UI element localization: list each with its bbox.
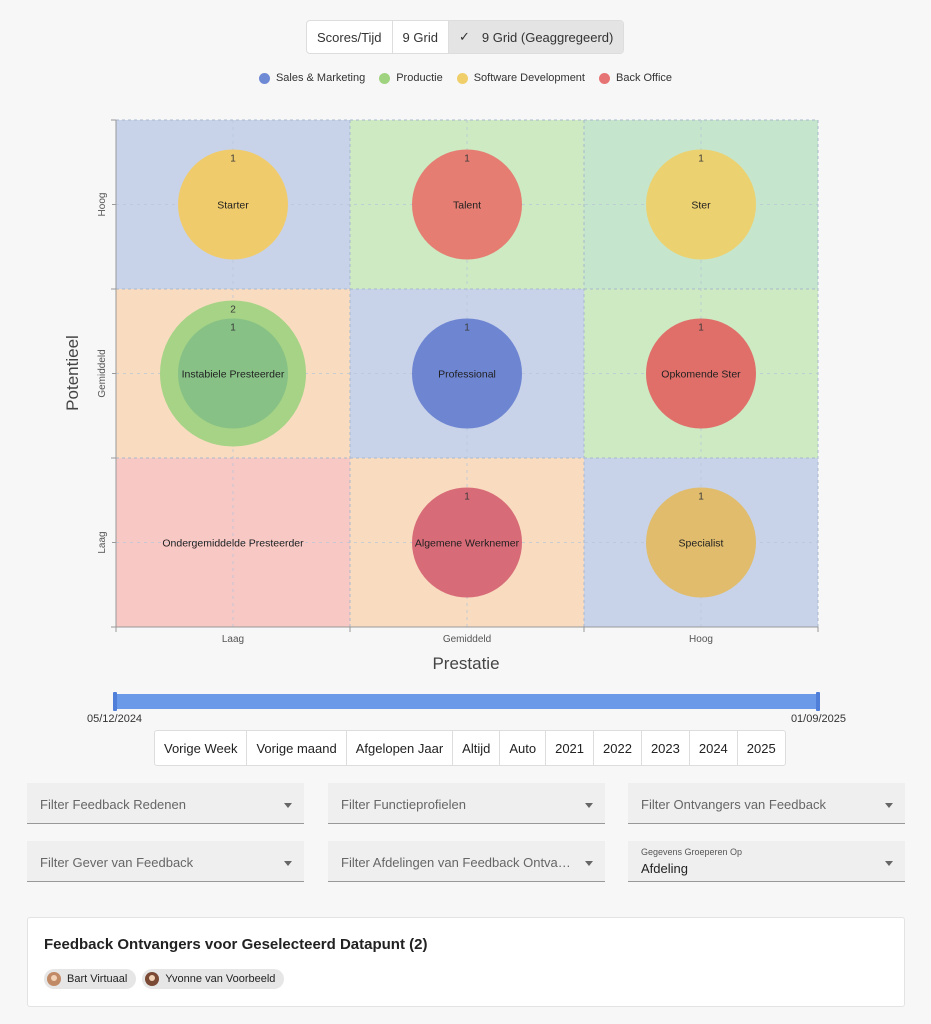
cell-label-ondergemiddelde-presteerder: Ondergemiddelde Presteerder [162, 538, 304, 550]
legend-dot-icon [598, 72, 610, 84]
legend-dot-icon [456, 72, 468, 84]
bubble-count-label: 1 [698, 323, 704, 334]
bubble-count-label: 1 [464, 154, 470, 165]
range-end-handle[interactable] [816, 692, 820, 711]
view-9-grid-aggregated-label: 9 Grid (Geaggregeerd) [481, 29, 614, 45]
recipient-chip[interactable]: Bart Virtuaal [44, 969, 137, 989]
bubble-count-label: 1 [230, 154, 236, 165]
cell-label-algemene-werknemer: Algemene Werknemer [415, 538, 520, 550]
bubble-count-label: 1 [464, 323, 470, 334]
avatar [47, 972, 61, 986]
cell-label-starter: Starter [217, 200, 249, 212]
bubble-hoog-hoog-count-1[interactable] [646, 149, 756, 260]
view-9-grid-aggregated-button[interactable]: ✓ 9 Grid (Geaggregeerd) [448, 21, 624, 53]
period-2025-button[interactable]: 2025 [746, 740, 776, 756]
legend-item-software-development[interactable]: Software Development [456, 72, 585, 84]
y-axis-title: Potentieel [63, 335, 82, 411]
range-start-handle[interactable] [113, 692, 117, 711]
filter-feedback-redenen-select[interactable]: Filter Feedback Redenen [27, 783, 304, 824]
group-by-value: Afdeling [641, 861, 688, 876]
bubble-gemiddeld-hoog-count-1[interactable] [412, 149, 522, 260]
legend-item-sales-marketing[interactable]: Sales & Marketing [258, 72, 366, 84]
caret-down-icon [585, 803, 593, 808]
caret-down-icon [585, 861, 593, 866]
caret-down-icon [885, 803, 893, 808]
period-2024-button[interactable]: 2024 [690, 731, 738, 765]
period-2021-button[interactable]: 2021 [546, 731, 595, 765]
legend-label: Productie [396, 72, 443, 84]
bubble-gemiddeld-gemiddeld-count-1[interactable] [412, 318, 522, 429]
nine-grid-chart: 2 1 1 1 1 1 1 1 1 Starter Talent Ster Instabiele Pr… [63, 119, 819, 673]
bubble-gemiddeld-laag-count-1[interactable] [412, 487, 522, 598]
recipient-name: Yvonne van Voorbeeld [165, 973, 276, 985]
period-2022-button[interactable]: 2022 [594, 731, 642, 765]
filter-gever-select[interactable]: Filter Gever van Feedback [27, 841, 304, 882]
filter-functieprofielen-select[interactable]: Filter Functieprofielen [328, 783, 605, 824]
view-toggle: Scores/Tijd 9 Grid ✓ 9 Grid (Geaggregeer… [306, 20, 625, 54]
filter-ontvangers-select[interactable]: Filter Ontvangers van Feedback [628, 783, 905, 824]
range-start-date: 05/12/2024 [87, 713, 143, 725]
legend-label: Back Office [615, 72, 673, 84]
period-button-group: Vorige Week Vorige maand Afgelopen Jaar … [154, 730, 786, 766]
caret-down-icon [284, 861, 292, 866]
x-tick-label-laag: Laag [222, 634, 244, 645]
legend-dot-icon [379, 72, 391, 84]
bubble-count-label: 2 [230, 305, 236, 316]
period-auto-button[interactable]: Auto [500, 731, 547, 765]
legend-item-productie[interactable]: Productie [379, 72, 443, 84]
cell-label-talent: Talent [453, 200, 481, 212]
group-by-select[interactable]: Gegevens Groeperen Op Afdeling [628, 841, 905, 882]
bubble-count-label: 1 [230, 323, 236, 334]
y-tick-label-laag: Laag [97, 531, 108, 553]
x-axis-title: Prestatie [432, 654, 499, 673]
period-altijd-button[interactable]: Altijd [453, 731, 501, 765]
recipient-chip[interactable]: Yvonne van Voorbeeld [142, 969, 285, 989]
cell-label-ster: Ster [691, 200, 711, 212]
filter-label: Filter Ontvangers van Feedback [641, 797, 826, 812]
filter-label: Filter Feedback Redenen [40, 797, 186, 812]
avatar [145, 972, 160, 986]
view-scores-tijd-button[interactable]: Scores/Tijd [307, 21, 393, 53]
caret-down-icon [885, 861, 893, 866]
period-vorige-maand-button[interactable]: Vorige maand [247, 731, 347, 765]
bubble-hoog-gemiddeld-count-1[interactable] [646, 318, 756, 429]
cell-label-opkomende-ster: Opkomende Ster [661, 369, 741, 381]
recipients-card: Feedback Ontvangers voor Geselecteerd Da… [27, 917, 905, 1007]
bubble-laag-hoog-count-1[interactable] [178, 149, 288, 260]
period-vorige-week-button[interactable]: Vorige Week [155, 731, 248, 765]
bubble-laag-gemiddeld-count-1[interactable] [178, 318, 288, 429]
bubble-count-label: 1 [698, 154, 704, 165]
cell-label-professional: Professional [438, 369, 496, 381]
checkmark-icon: ✓ [458, 29, 470, 44]
legend-label: Sales & Marketing [275, 72, 366, 84]
bubble-count-label: 1 [464, 492, 470, 503]
bubble-hoog-laag-count-1[interactable] [646, 487, 756, 598]
view-9-grid-button[interactable]: 9 Grid [393, 21, 449, 53]
legend-label: Software Development [473, 72, 585, 84]
y-tick-label-hoog: Hoog [97, 193, 108, 217]
filter-label: Filter Functieprofielen [341, 797, 466, 812]
cell-label-specialist: Specialist [679, 538, 724, 550]
x-tick-label-gemiddeld: Gemiddeld [443, 634, 491, 645]
caret-down-icon [284, 803, 292, 808]
recipient-chips: Bart Virtuaal Yvonne van Voorbeeld [44, 969, 285, 989]
chart-legend: Sales & Marketing Productie Software Dev… [0, 72, 931, 84]
y-tick-label-gemiddeld: Gemiddeld [97, 349, 108, 397]
range-end-date: 01/09/2025 [790, 713, 846, 725]
legend-dot-icon [258, 72, 270, 84]
group-by-label: Gegevens Groeperen Op [641, 847, 743, 857]
bubble-count-label: 1 [698, 492, 704, 503]
filter-afdelingen-select[interactable]: Filter Afdelingen van Feedback Ontvanger… [328, 841, 605, 882]
recipient-name: Bart Virtuaal [67, 973, 128, 985]
legend-item-back-office[interactable]: Back Office [598, 72, 673, 84]
x-tick-label-hoog: Hoog [689, 634, 713, 645]
recipients-card-title: Feedback Ontvangers voor Geselecteerd Da… [44, 936, 428, 953]
period-afgelopen-jaar-button[interactable]: Afgelopen Jaar [347, 731, 454, 765]
cell-label-instabiele-presteerder: Instabiele Presteerder [182, 369, 285, 381]
period-2023-button[interactable]: 2023 [642, 731, 690, 765]
filter-label: Filter Afdelingen van Feedback Ontvanger… [341, 855, 573, 870]
filter-label: Filter Gever van Feedback [40, 855, 194, 870]
date-range-slider[interactable] [113, 692, 820, 711]
